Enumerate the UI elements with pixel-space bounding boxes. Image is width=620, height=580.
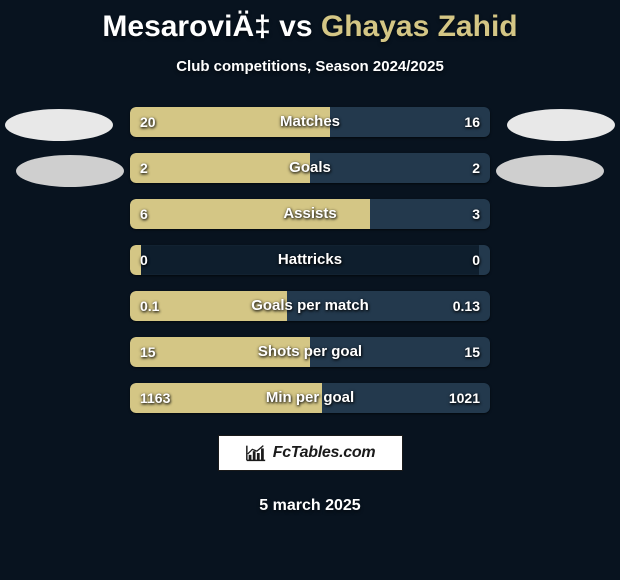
stat-row: 0.10.13Goals per match xyxy=(130,291,490,321)
stat-row: 1515Shots per goal xyxy=(130,337,490,367)
player2-name: Ghayas Zahid xyxy=(321,10,518,43)
chart-icon xyxy=(245,443,267,463)
player1-oval-top xyxy=(5,109,113,141)
stat-label: Min per goal xyxy=(130,383,490,413)
player2-oval-bottom xyxy=(496,155,604,187)
stat-bars: 2016Matches 22Goals 63Assists 00Hattricks 0.… xyxy=(130,107,490,413)
logo-box[interactable]: FcTables.com xyxy=(218,435,403,471)
player1-oval-bottom xyxy=(16,155,124,187)
player2-oval-top xyxy=(507,109,615,141)
stat-label: Matches xyxy=(130,107,490,137)
stat-row: 22Goals xyxy=(130,153,490,183)
stat-label: Goals per match xyxy=(130,291,490,321)
stat-row: 11631021Min per goal xyxy=(130,383,490,413)
comparison-content: 2016Matches 22Goals 63Assists 00Hattricks 0.… xyxy=(0,107,620,413)
stat-label: Goals xyxy=(130,153,490,183)
stat-row: 2016Matches xyxy=(130,107,490,137)
stat-row: 00Hattricks xyxy=(130,245,490,275)
stat-row: 63Assists xyxy=(130,199,490,229)
logo-text: FcTables.com xyxy=(273,444,376,462)
player1-name: MesaroviÄ‡ xyxy=(102,10,270,43)
comparison-title: MesaroviÄ‡ vs Ghayas Zahid xyxy=(0,0,620,44)
date: 5 march 2025 xyxy=(0,497,620,515)
stat-label: Shots per goal xyxy=(130,337,490,367)
subtitle: Club competitions, Season 2024/2025 xyxy=(0,58,620,75)
stat-label: Assists xyxy=(130,199,490,229)
stat-label: Hattricks xyxy=(130,245,490,275)
vs-separator: vs xyxy=(279,10,312,43)
